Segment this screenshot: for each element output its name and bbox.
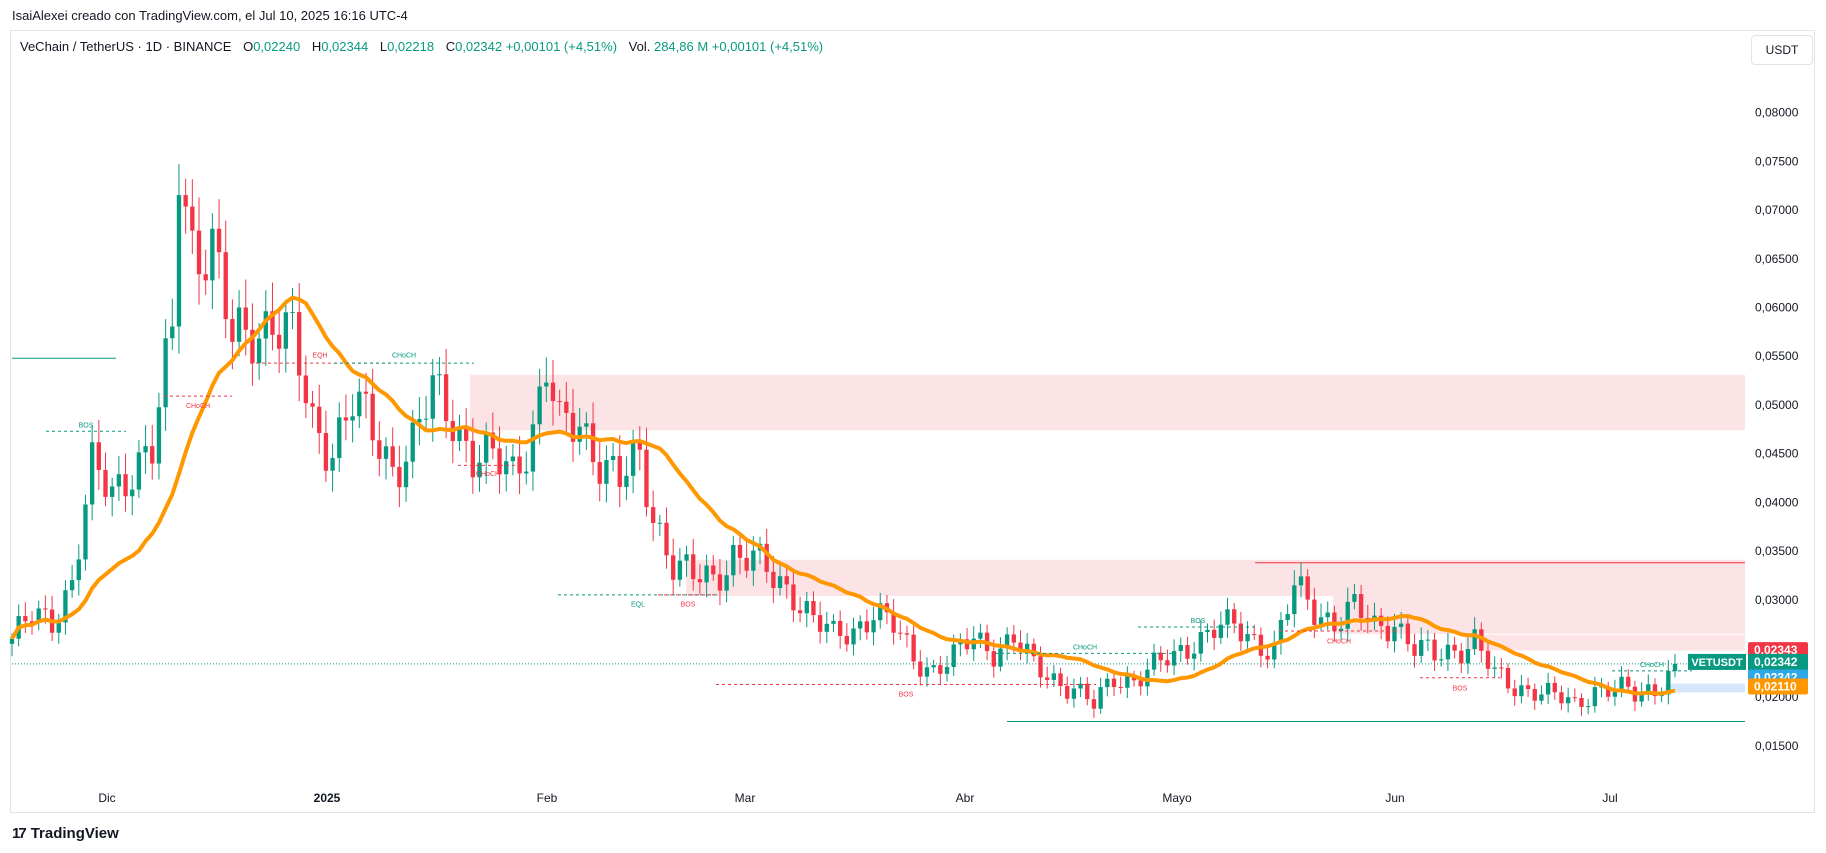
open-label: O [243, 39, 254, 54]
change-value: +0,00101 (+4,51%) [505, 39, 618, 54]
tradingview-logo-text: TradingView [30, 825, 119, 842]
low-label: L [379, 39, 388, 54]
volume-change: +0,00101 (+4,51%) [711, 39, 824, 54]
volume-value: 284,86 M [653, 39, 709, 54]
high-label: H [311, 39, 322, 54]
currency-unit-button[interactable]: USDT [1751, 35, 1813, 65]
close-label: C [445, 39, 456, 54]
chart-caption: IsaiAlexei creado con TradingView.com, e… [12, 8, 408, 23]
tradingview-logo[interactable]: 17 TradingView [12, 825, 119, 842]
tradingview-logo-icon: 17 [12, 825, 27, 842]
high-value: 0,02344 [321, 39, 369, 54]
close-value: 0,02342 [455, 39, 503, 54]
open-value: 0,02240 [253, 39, 301, 54]
chart-frame [10, 30, 1815, 813]
ohlc-legend: VeChain / TetherUS · 1D · BINANCE O0,022… [20, 39, 823, 54]
symbol-label[interactable]: VeChain / TetherUS · 1D · BINANCE [20, 39, 232, 54]
low-value: 0,02218 [387, 39, 435, 54]
volume-label: Vol. [628, 39, 651, 54]
